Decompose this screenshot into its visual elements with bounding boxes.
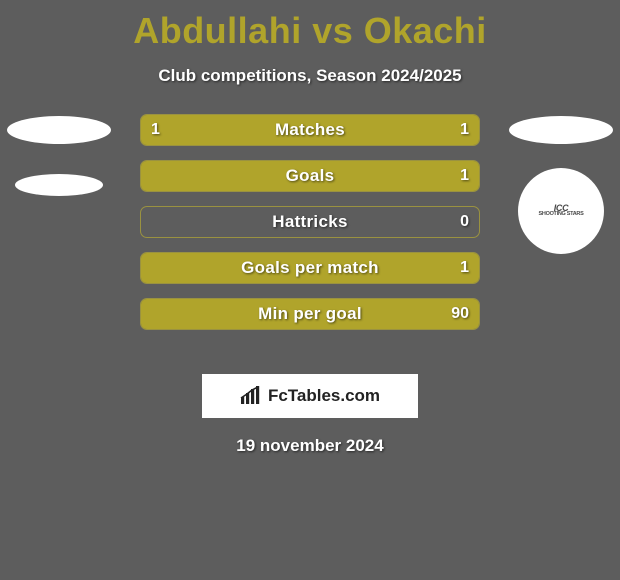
brand-chart-icon <box>240 386 262 406</box>
stat-bar-label: Hattricks <box>141 207 479 237</box>
date-text: 19 november 2024 <box>0 436 620 456</box>
stat-bar: Min per goal90 <box>140 298 480 330</box>
stat-bar-label: Min per goal <box>141 299 479 329</box>
stat-bar-value-right: 1 <box>460 253 469 283</box>
right-badge-1-icon <box>509 116 613 144</box>
left-badge-1-icon <box>7 116 111 144</box>
brand-text: FcTables.com <box>268 386 380 406</box>
stat-bar-value-right: 1 <box>460 115 469 145</box>
left-badge-2-icon <box>15 174 103 196</box>
brand-box: FcTables.com <box>202 374 418 418</box>
stat-bars: Matches11Goals1Hattricks0Goals per match… <box>140 114 480 344</box>
comparison-chart: Abdullahi vs Okachi Club competitions, S… <box>0 0 620 580</box>
stat-bar-value-right: 0 <box>460 207 469 237</box>
stat-bar-value-right: 1 <box>460 161 469 191</box>
subtitle: Club competitions, Season 2024/2025 <box>0 66 620 86</box>
right-team-logo-icon: ICC SHOOTING STARS <box>518 168 604 254</box>
stats-area: ICC SHOOTING STARS Matches11Goals1Hattri… <box>0 114 620 374</box>
stat-bar-label: Goals per match <box>141 253 479 283</box>
stat-bar-value-right: 90 <box>451 299 469 329</box>
stat-bar-value-left: 1 <box>151 115 160 145</box>
stat-bar: Goals1 <box>140 160 480 192</box>
stat-bar: Goals per match1 <box>140 252 480 284</box>
right-logo-subtext: SHOOTING STARS <box>539 212 584 218</box>
left-team-badges <box>4 114 114 196</box>
stat-bar: Hattricks0 <box>140 206 480 238</box>
stat-bar: Matches1 1 <box>140 114 480 146</box>
stat-bar-label: Matches <box>141 115 479 145</box>
stat-bar-label: Goals <box>141 161 479 191</box>
right-team-badges: ICC SHOOTING STARS <box>506 114 616 254</box>
page-title: Abdullahi vs Okachi <box>0 0 620 52</box>
